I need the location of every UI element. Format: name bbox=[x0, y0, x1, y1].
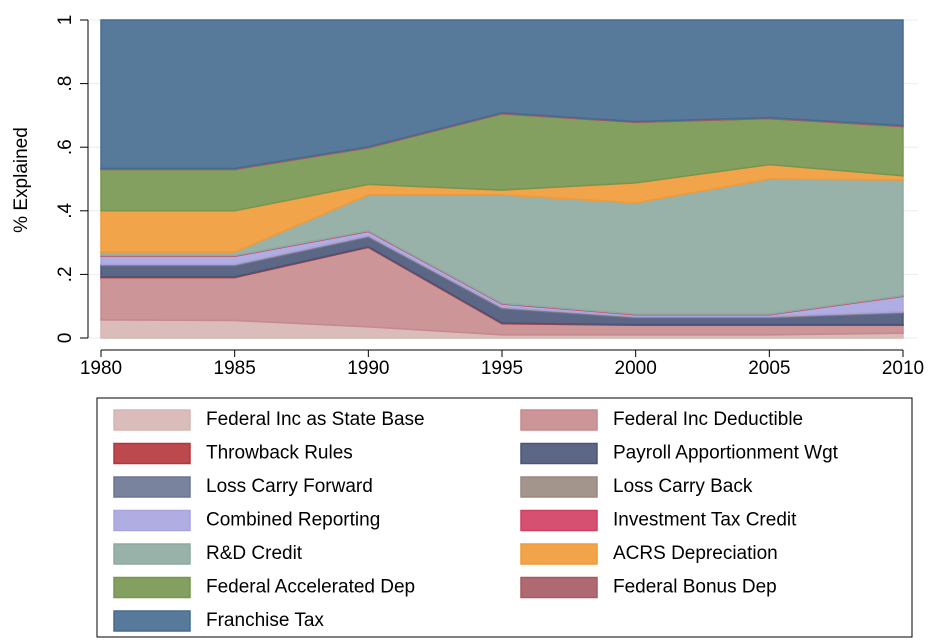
legend-label: Loss Carry Back bbox=[613, 476, 753, 497]
legend-label: ACRS Depreciation bbox=[613, 543, 778, 564]
area bbox=[100, 19, 904, 170]
legend-label: Federal Bonus Dep bbox=[613, 577, 777, 598]
legend-swatch bbox=[520, 543, 598, 565]
x-tick-label: 2000 bbox=[615, 358, 657, 379]
x-tick-label: 1985 bbox=[214, 358, 256, 379]
y-axis-title: % Explained bbox=[11, 127, 32, 233]
legend-swatch bbox=[520, 576, 598, 599]
x-tick-label: 2005 bbox=[748, 358, 790, 379]
y-tick-label: 1 bbox=[55, 15, 76, 26]
legend-swatch bbox=[113, 509, 191, 532]
legend-swatch bbox=[113, 576, 191, 599]
y-tick-label: .6 bbox=[55, 139, 76, 155]
legend-swatch bbox=[520, 442, 598, 465]
legend-label: Franchise Tax bbox=[206, 610, 324, 631]
legend-label: Federal Inc as State Base bbox=[206, 409, 425, 430]
legend-label: Investment Tax Credit bbox=[613, 510, 797, 531]
legend-swatch bbox=[113, 476, 191, 498]
x-tick-label: 1990 bbox=[347, 358, 389, 379]
legend-swatch bbox=[113, 409, 191, 431]
legend-label: Payroll Apportionment Wgt bbox=[613, 443, 839, 464]
y-tick-label: 0 bbox=[55, 333, 76, 344]
legend-label: Throwback Rules bbox=[206, 443, 353, 464]
legend-label: Loss Carry Forward bbox=[206, 476, 373, 497]
x-tick-label: 1980 bbox=[80, 358, 122, 379]
legend-label: R&D Credit bbox=[206, 543, 303, 564]
legend-swatch bbox=[520, 409, 598, 431]
legend-swatch bbox=[113, 610, 191, 632]
legend-label: Federal Accelerated Dep bbox=[206, 577, 415, 598]
legend-swatch bbox=[520, 476, 598, 498]
legend-swatch bbox=[113, 543, 191, 565]
x-tick-label: 2010 bbox=[882, 358, 924, 379]
legend-swatch bbox=[520, 509, 598, 532]
legend-box bbox=[96, 397, 913, 638]
legend-label: Federal Inc Deductible bbox=[613, 409, 803, 430]
legend-label: Combined Reporting bbox=[206, 510, 380, 531]
legend-swatch bbox=[113, 442, 191, 465]
y-tick-label: .8 bbox=[55, 76, 76, 92]
y-tick-label: .2 bbox=[55, 266, 76, 282]
y-tick-label: .4 bbox=[55, 202, 76, 218]
x-tick-label: 1995 bbox=[481, 358, 523, 379]
